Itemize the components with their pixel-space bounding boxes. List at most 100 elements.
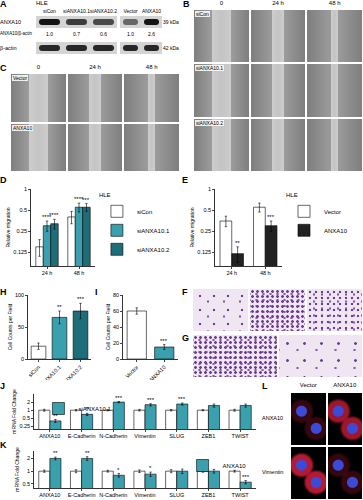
svg-text:Relative migration: Relative migration — [5, 207, 11, 247]
svg-text:SLUG: SLUG — [169, 433, 184, 439]
svg-text:0.5: 0.5 — [22, 415, 30, 421]
svg-text:***: *** — [267, 214, 275, 220]
svg-text:0: 0 — [116, 356, 119, 362]
svg-text:***: *** — [178, 396, 186, 402]
svg-text:E-Cadherin: E-Cadherin — [68, 433, 96, 439]
svg-text:E-Cadherin: E-Cadherin — [68, 492, 96, 498]
svg-text:**: ** — [235, 240, 240, 246]
svg-text:***: *** — [242, 474, 250, 480]
svg-text:HLE: HLE — [99, 192, 111, 198]
html-text:C: C — [0, 63, 7, 73]
svg-text:ANXA10: ANXA10 — [324, 228, 348, 234]
svg-text:siANXA10.1: siANXA10.1 — [37, 364, 62, 380]
html-text:siANXA10.2: siANXA10.2 — [196, 119, 223, 126]
html-text:siANXA10.2: siANXA10.2 — [90, 8, 117, 14]
svg-text:Relative migration: Relative migration — [189, 207, 195, 247]
svg-text:**: ** — [57, 304, 62, 310]
html-text:A: A — [0, 0, 7, 9]
svg-text:***: *** — [147, 397, 155, 403]
svg-text:**: ** — [85, 406, 90, 412]
svg-text:mRNA Fold Change: mRNA Fold Change — [11, 389, 17, 434]
svg-text:***: *** — [77, 296, 85, 302]
svg-text:0.25: 0.25 — [200, 228, 211, 234]
svg-text:2: 2 — [27, 399, 30, 405]
svg-text:**: ** — [53, 450, 58, 456]
svg-text:***: *** — [82, 197, 90, 203]
svg-text:****: **** — [42, 214, 52, 220]
svg-text:**: ** — [85, 450, 90, 456]
svg-text:1: 1 — [24, 186, 27, 192]
html-text:G: G — [182, 333, 189, 343]
svg-text:**: ** — [53, 413, 58, 419]
svg-text:***: *** — [160, 338, 168, 344]
svg-text:TWIST: TWIST — [232, 433, 250, 439]
svg-text:ANXA10: ANXA10 — [39, 433, 60, 439]
svg-text:48 h: 48 h — [74, 270, 85, 276]
svg-text:***: *** — [115, 395, 123, 401]
svg-text:0.5: 0.5 — [22, 481, 30, 487]
svg-text:*: * — [117, 467, 120, 473]
svg-text:*: * — [149, 465, 152, 471]
html-text:B: B — [183, 0, 190, 9]
svg-text:siANXA10.2: siANXA10.2 — [58, 364, 83, 380]
svg-text:0.25: 0.25 — [16, 228, 27, 234]
html-text:42 kDa: 42 kDa — [163, 45, 179, 51]
svg-text:100: 100 — [15, 292, 24, 298]
svg-text:SLUG: SLUG — [169, 492, 184, 498]
svg-text:siANXA10.2: siANXA10.2 — [137, 247, 170, 253]
svg-text:mRNA Fold Change: mRNA Fold Change — [14, 447, 20, 492]
svg-text:0.5: 0.5 — [203, 207, 211, 213]
svg-text:50: 50 — [18, 324, 24, 330]
svg-text:Vimentin: Vimentin — [134, 433, 155, 439]
svg-text:0.125: 0.125 — [13, 249, 27, 255]
svg-text:siCon: siCon — [137, 209, 152, 215]
html-text:0.7: 0.7 — [73, 31, 80, 37]
html-text:39 kDa: 39 kDa — [163, 19, 179, 25]
svg-text:ANXA10: ANXA10 — [39, 492, 60, 498]
svg-text:siANXA10.1: siANXA10.1 — [137, 228, 170, 234]
svg-text:Vector: Vector — [324, 209, 341, 215]
html-text:HLE: HLE — [36, 0, 48, 6]
svg-text:N-Cadherin: N-Cadherin — [99, 492, 127, 498]
html-text:ANXA10: ANXA10 — [0, 19, 22, 25]
svg-text:80: 80 — [113, 292, 119, 298]
svg-text:40: 40 — [113, 324, 119, 330]
html-text:β-actin: β-actin — [0, 45, 17, 51]
svg-text:0.125: 0.125 — [197, 249, 211, 255]
svg-text:ANXA10: ANXA10 — [148, 364, 167, 380]
svg-text:0.25: 0.25 — [19, 423, 30, 429]
svg-text:ANXA10: ANXA10 — [223, 463, 247, 469]
svg-text:siANXA10.1: siANXA10.1 — [78, 406, 111, 412]
svg-text:Cell Counts per Field: Cell Counts per Field — [7, 303, 13, 350]
svg-text:48 h: 48 h — [260, 270, 271, 276]
svg-text:HLE: HLE — [286, 192, 298, 198]
html-text:K: K — [0, 440, 7, 450]
html-text:ANXA10: ANXA10 — [13, 124, 33, 131]
html-text:siANXA10.1: siANXA10.1 — [196, 65, 223, 72]
svg-text:0: 0 — [21, 356, 24, 362]
svg-text:ZEB1: ZEB1 — [202, 433, 216, 439]
html-text:D: D — [0, 175, 7, 185]
svg-text:Vimentin: Vimentin — [134, 492, 155, 498]
svg-text:ZEB1: ZEB1 — [202, 492, 216, 498]
svg-text:Vector: Vector — [124, 364, 139, 379]
html-text:siCon: siCon — [43, 8, 56, 14]
svg-text:1: 1 — [208, 186, 211, 192]
svg-text:20: 20 — [113, 340, 119, 346]
svg-text:2: 2 — [27, 455, 30, 461]
html-text:1.0: 1.0 — [46, 31, 53, 37]
svg-text:TWIST: TWIST — [232, 492, 250, 498]
svg-text:Cell Counts per Field: Cell Counts per Field — [105, 303, 111, 350]
svg-text:****: **** — [49, 212, 59, 218]
svg-text:0.5: 0.5 — [19, 207, 27, 213]
svg-text:60: 60 — [113, 308, 119, 314]
html-text:H: H — [0, 287, 7, 297]
svg-text:N-Cadherin: N-Cadherin — [99, 433, 127, 439]
svg-text:24 h: 24 h — [226, 270, 237, 276]
html-text:siANXA10.1: siANXA10.1 — [63, 8, 90, 14]
svg-text:1: 1 — [27, 407, 30, 413]
svg-text:24 h: 24 h — [42, 270, 53, 276]
svg-text:1: 1 — [27, 468, 30, 474]
svg-text:****: **** — [74, 196, 84, 202]
svg-text:siCon: siCon — [27, 364, 41, 378]
